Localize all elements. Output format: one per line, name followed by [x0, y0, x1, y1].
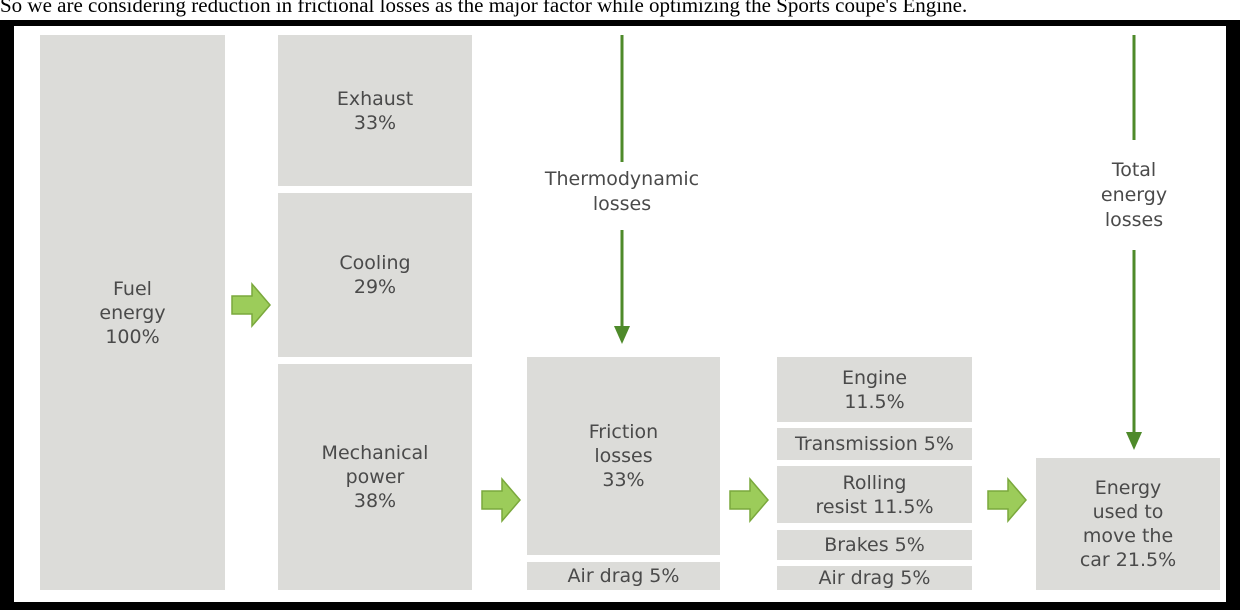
label-line: Energy	[1094, 477, 1162, 499]
label-line: energy	[1100, 184, 1168, 206]
label-line: Exhaust	[336, 87, 414, 110]
label-line: Rolling	[842, 471, 907, 494]
label-line: 11.5%	[844, 390, 905, 413]
box: Transmission 5%	[777, 428, 972, 460]
box: Mechanical power 38%	[278, 364, 472, 590]
box: Energy used to move the car 21.5%	[1036, 458, 1220, 590]
label-line: Friction	[588, 421, 659, 443]
annotation: Total energy losses	[1074, 158, 1194, 233]
label-line: 33%	[353, 111, 397, 134]
label-line: Air drag 5%	[567, 565, 680, 587]
label-line: car 21.5%	[1079, 549, 1177, 571]
box: Air drag 5%	[527, 562, 720, 590]
block-arrows	[231, 281, 1027, 524]
arrowhead	[614, 326, 630, 344]
label-line: Air drag 5%	[818, 567, 931, 589]
block-arrow	[987, 476, 1027, 524]
box: Brakes 5%	[777, 530, 972, 560]
box: Engine 11.5%	[777, 357, 972, 422]
label-line: Cooling	[339, 252, 411, 274]
label-line: move the	[1082, 525, 1174, 547]
box: Fuel energy 100%	[40, 35, 225, 590]
arrowhead	[1126, 432, 1142, 450]
label-line: Transmission 5%	[795, 433, 954, 455]
label-line: Brakes 5%	[824, 534, 925, 556]
label-line: energy	[99, 301, 166, 324]
box: Air drag 5%	[777, 566, 972, 590]
label-line: 38%	[353, 490, 397, 512]
label-line: 33%	[602, 469, 645, 491]
box: Cooling 29%	[278, 193, 472, 357]
block-arrow	[481, 476, 521, 524]
box: Exhaust 33%	[278, 35, 472, 186]
arrowheads	[614, 326, 1142, 450]
label-line: losses	[592, 193, 652, 215]
label-line: power	[345, 466, 405, 488]
label-line: Engine	[841, 366, 908, 389]
label-line: Mechanical	[321, 442, 429, 464]
caption: So we are considering reduction in frict…	[0, 0, 968, 17]
block-arrow	[231, 281, 271, 329]
label-line: used to	[1092, 501, 1164, 523]
label-line: resist 11.5%	[815, 495, 934, 518]
label-line: Total	[1111, 159, 1157, 181]
label-line: losses	[594, 445, 653, 467]
annotation: Thermodynamic losses	[522, 167, 722, 217]
box: Rolling resist 11.5%	[777, 466, 972, 523]
loss-lines	[620, 35, 1136, 440]
box: Friction losses 33%	[527, 357, 720, 555]
label-line: Fuel	[113, 277, 152, 300]
label-line: losses	[1104, 209, 1164, 231]
label-line: 100%	[105, 325, 160, 348]
label-line: Thermodynamic	[544, 168, 700, 190]
block-arrow	[729, 476, 769, 524]
label-line: 29%	[353, 276, 397, 298]
